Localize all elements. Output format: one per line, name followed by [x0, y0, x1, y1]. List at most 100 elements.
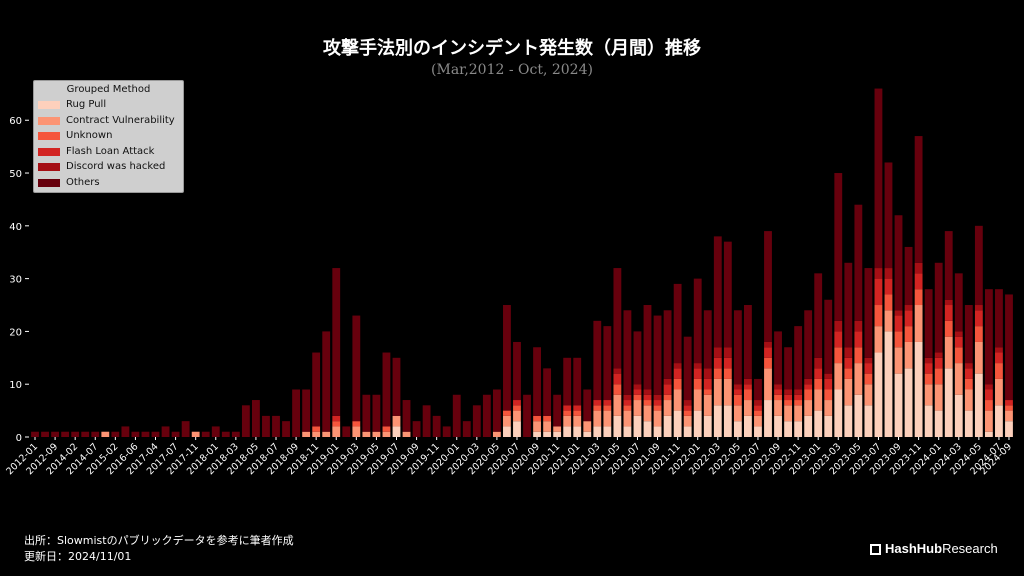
legend-label: Unknown — [66, 130, 113, 141]
bar-segment — [101, 431, 110, 437]
bar-segment — [643, 394, 652, 401]
bar-segment — [974, 310, 983, 327]
bar-segment — [352, 315, 361, 422]
bar-segment — [372, 394, 381, 432]
bar-segment — [693, 278, 702, 364]
bar-segment — [302, 389, 311, 432]
bar-segment — [944, 320, 953, 337]
bar-segment — [593, 400, 602, 406]
bar-segment — [432, 415, 441, 437]
bar-segment — [402, 431, 411, 437]
bar-segment — [663, 384, 672, 395]
bar-segment — [984, 389, 993, 401]
bar-segment — [804, 384, 813, 390]
bar-segment — [613, 394, 622, 416]
bar-segment — [1005, 294, 1013, 401]
bar-segment — [954, 273, 963, 332]
bar-segment — [984, 384, 993, 390]
bar-segment — [874, 88, 883, 269]
bar-segment — [181, 421, 190, 437]
bar-segment — [844, 262, 853, 348]
bar-segment — [995, 378, 1003, 406]
bar-segment — [623, 426, 632, 437]
bar-segment — [744, 389, 752, 401]
bar-segment — [533, 421, 541, 432]
bar-segment — [653, 410, 662, 427]
legend-label: Contract Vulnerability — [66, 114, 175, 126]
bar-segment — [974, 373, 983, 437]
bar-segment — [854, 204, 863, 321]
bar-segment — [533, 347, 541, 416]
bar-segment — [914, 262, 923, 274]
bar-segment — [854, 331, 863, 348]
bar-segment — [764, 368, 772, 401]
bar-segment — [794, 389, 803, 395]
bar-segment — [964, 363, 973, 369]
bar-segment — [954, 336, 963, 348]
brand-name-bold: HashHub — [885, 541, 943, 556]
bar-segment — [924, 357, 933, 364]
bar-segment — [824, 378, 833, 390]
bar-segment — [744, 305, 752, 379]
update-date: 更新日：2024/11/01 — [24, 550, 132, 563]
bar-segment — [754, 410, 762, 416]
brand-logo: HashHubResearch — [870, 541, 998, 556]
y-tick-label: 40 — [9, 222, 22, 233]
bar-segment — [462, 421, 471, 437]
bar-segment — [904, 341, 913, 369]
bar-segment — [864, 373, 873, 385]
bar-segment — [804, 310, 813, 379]
bar-segment — [984, 289, 993, 385]
bar-segment — [794, 400, 803, 406]
bar-segment — [713, 236, 722, 348]
bar-segment — [844, 368, 853, 379]
bar-segment — [332, 421, 341, 427]
bar-segment — [764, 347, 772, 358]
bar-segment — [703, 389, 712, 395]
bar-segment — [31, 431, 39, 437]
bar-segment — [262, 415, 270, 437]
bar-segment — [543, 415, 552, 422]
bar-segment — [503, 305, 511, 411]
bar-segment — [964, 389, 973, 411]
bar-segment — [623, 310, 632, 395]
bar-segment — [583, 431, 592, 437]
bar-segment — [744, 378, 752, 385]
bar-segment — [683, 336, 692, 401]
bar-segment — [964, 368, 973, 379]
bar-segment — [312, 352, 321, 427]
bar-segment — [894, 315, 903, 332]
bar-segment — [623, 394, 632, 401]
bar-segment — [914, 289, 923, 306]
bar-segment — [995, 352, 1003, 364]
bar-segment — [161, 426, 170, 437]
bar-segment — [121, 426, 130, 437]
bar-segment — [673, 410, 682, 437]
bar-segment — [613, 384, 622, 395]
bar-segment — [974, 225, 983, 306]
bar-segment — [673, 368, 682, 379]
bar-segment — [794, 421, 803, 437]
bar-segment — [954, 394, 963, 437]
bar-segment — [995, 363, 1003, 379]
bar-segment — [984, 410, 993, 432]
bar-segment — [754, 378, 762, 401]
bar-segment — [503, 410, 511, 416]
bar-segment — [673, 378, 682, 390]
bar-segment — [663, 394, 672, 401]
bar-segment — [362, 431, 371, 437]
chart-subtitle: (Mar,2012 - Oct, 2024) — [431, 62, 593, 78]
bar-segment — [744, 400, 752, 416]
bar-segment — [623, 405, 632, 411]
bar-segment — [302, 431, 311, 437]
legend-label: Rug Pull — [66, 99, 107, 110]
bar-segment — [824, 373, 833, 379]
legend-item: Discord was hacked — [34, 159, 183, 175]
bar-segment — [934, 368, 943, 385]
bar-segment — [854, 320, 863, 332]
bar-segment — [974, 326, 983, 342]
bar-segment — [593, 426, 602, 437]
bar-segment — [623, 400, 632, 406]
bar-segment — [382, 426, 391, 432]
bar-segment — [231, 431, 240, 437]
